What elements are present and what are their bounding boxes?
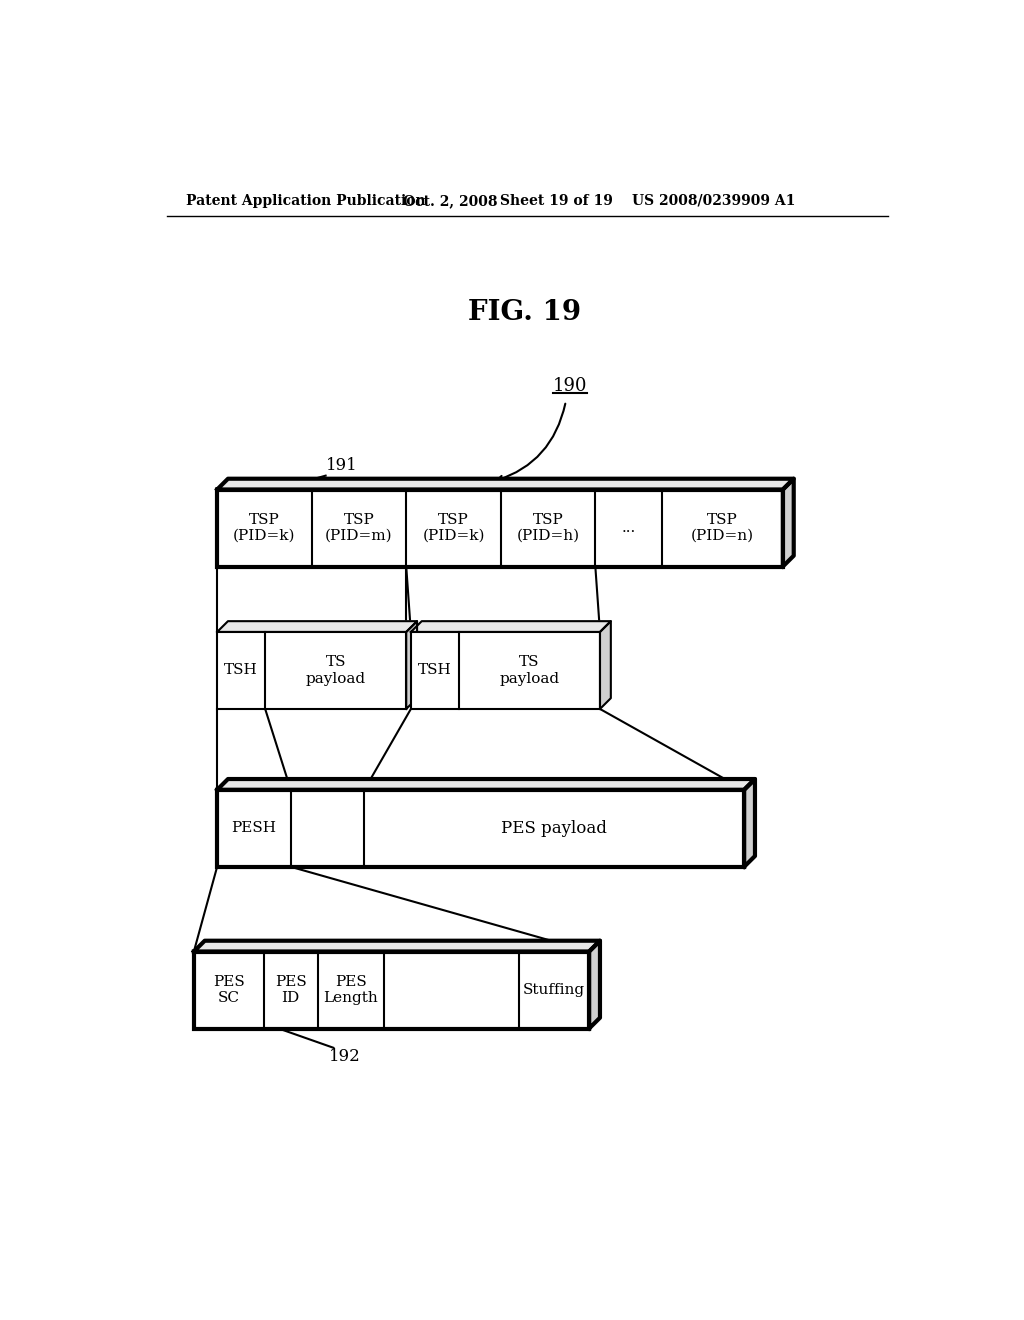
Text: 190: 190 bbox=[553, 376, 587, 395]
Polygon shape bbox=[217, 479, 794, 490]
Text: TSP
(PID=n): TSP (PID=n) bbox=[691, 513, 754, 543]
Text: 192: 192 bbox=[329, 1048, 360, 1065]
Text: Patent Application Publication: Patent Application Publication bbox=[186, 194, 426, 207]
Bar bbox=[411, 632, 600, 709]
Polygon shape bbox=[744, 779, 755, 867]
Bar bbox=[217, 632, 407, 709]
Text: TSH: TSH bbox=[418, 664, 452, 677]
Text: TSP
(PID=k): TSP (PID=k) bbox=[233, 513, 296, 543]
Text: Stuffing: Stuffing bbox=[523, 983, 586, 997]
Bar bbox=[217, 490, 783, 566]
Text: US 2008/0239909 A1: US 2008/0239909 A1 bbox=[632, 194, 795, 207]
Text: 191: 191 bbox=[326, 457, 357, 474]
Polygon shape bbox=[589, 941, 600, 1028]
Polygon shape bbox=[217, 622, 417, 632]
Text: PES payload: PES payload bbox=[502, 820, 607, 837]
Text: Oct. 2, 2008: Oct. 2, 2008 bbox=[403, 194, 498, 207]
Polygon shape bbox=[411, 622, 611, 632]
Bar bbox=[194, 952, 589, 1028]
Polygon shape bbox=[783, 479, 794, 566]
Text: PES
SC: PES SC bbox=[213, 975, 245, 1005]
Text: TSP
(PID=h): TSP (PID=h) bbox=[516, 513, 580, 543]
Text: FIG. 19: FIG. 19 bbox=[468, 298, 582, 326]
Polygon shape bbox=[194, 941, 600, 952]
Text: TSP
(PID=m): TSP (PID=m) bbox=[326, 513, 393, 543]
Text: PES
Length: PES Length bbox=[324, 975, 378, 1005]
Polygon shape bbox=[600, 622, 611, 709]
Text: TS
payload: TS payload bbox=[500, 655, 559, 685]
Polygon shape bbox=[407, 622, 417, 709]
Text: TS
payload: TS payload bbox=[305, 655, 366, 685]
Text: PESH: PESH bbox=[231, 821, 276, 836]
Text: PES
ID: PES ID bbox=[274, 975, 306, 1005]
Bar bbox=[217, 789, 744, 867]
Text: TSP
(PID=k): TSP (PID=k) bbox=[422, 513, 484, 543]
Text: Sheet 19 of 19: Sheet 19 of 19 bbox=[500, 194, 613, 207]
Polygon shape bbox=[217, 779, 755, 789]
Text: TSH: TSH bbox=[224, 664, 258, 677]
Text: ...: ... bbox=[622, 521, 636, 535]
